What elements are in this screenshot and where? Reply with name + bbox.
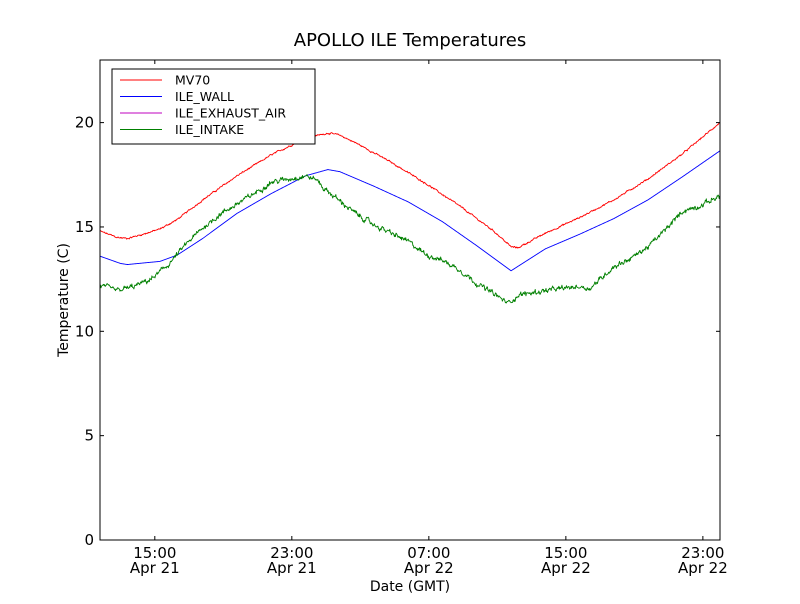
y-tick-label: 5 [84,427,94,445]
plot-frame [99,59,721,541]
x-tick-label: 23:00 [270,544,313,562]
legend-label-ile-wall: ILE_WALL [175,89,234,104]
x-tick-sublabel: Apr 21 [130,559,180,577]
series-line-ile-intake [99,174,721,304]
legend-label-ile-exhaust-air: ILE_EXHAUST_AIR [175,106,286,121]
chart-title: APOLLO ILE Temperatures [294,30,526,51]
y-tick-label: 15 [75,218,94,236]
y-axis-label: Temperature (C) [56,243,72,358]
y-tick-label: 10 [75,322,94,340]
y-tick-label: 0 [84,531,94,549]
x-tick-sublabel: Apr 22 [678,559,728,577]
x-tick-label: 23:00 [681,544,724,562]
x-tick-label: 07:00 [407,544,450,562]
axis-ticks [100,60,720,541]
series-line-ile-wall [99,150,720,272]
x-axis-label: Date (GMT) [370,579,450,595]
x-tick-sublabel: Apr 22 [541,559,591,577]
x-tick-label: 15:00 [544,544,587,562]
x-tick-label: 15:00 [133,544,176,562]
x-tick-sublabel: Apr 22 [404,559,454,577]
legend-label-mv70: MV70 [175,73,210,88]
legend-label-ile-intake: ILE_INTAKE [175,122,244,137]
y-tick-label: 20 [75,114,94,132]
series-line-mv70 [99,122,720,249]
x-tick-sublabel: Apr 21 [267,559,317,577]
series-lines [99,122,721,304]
legend-box [111,68,316,145]
